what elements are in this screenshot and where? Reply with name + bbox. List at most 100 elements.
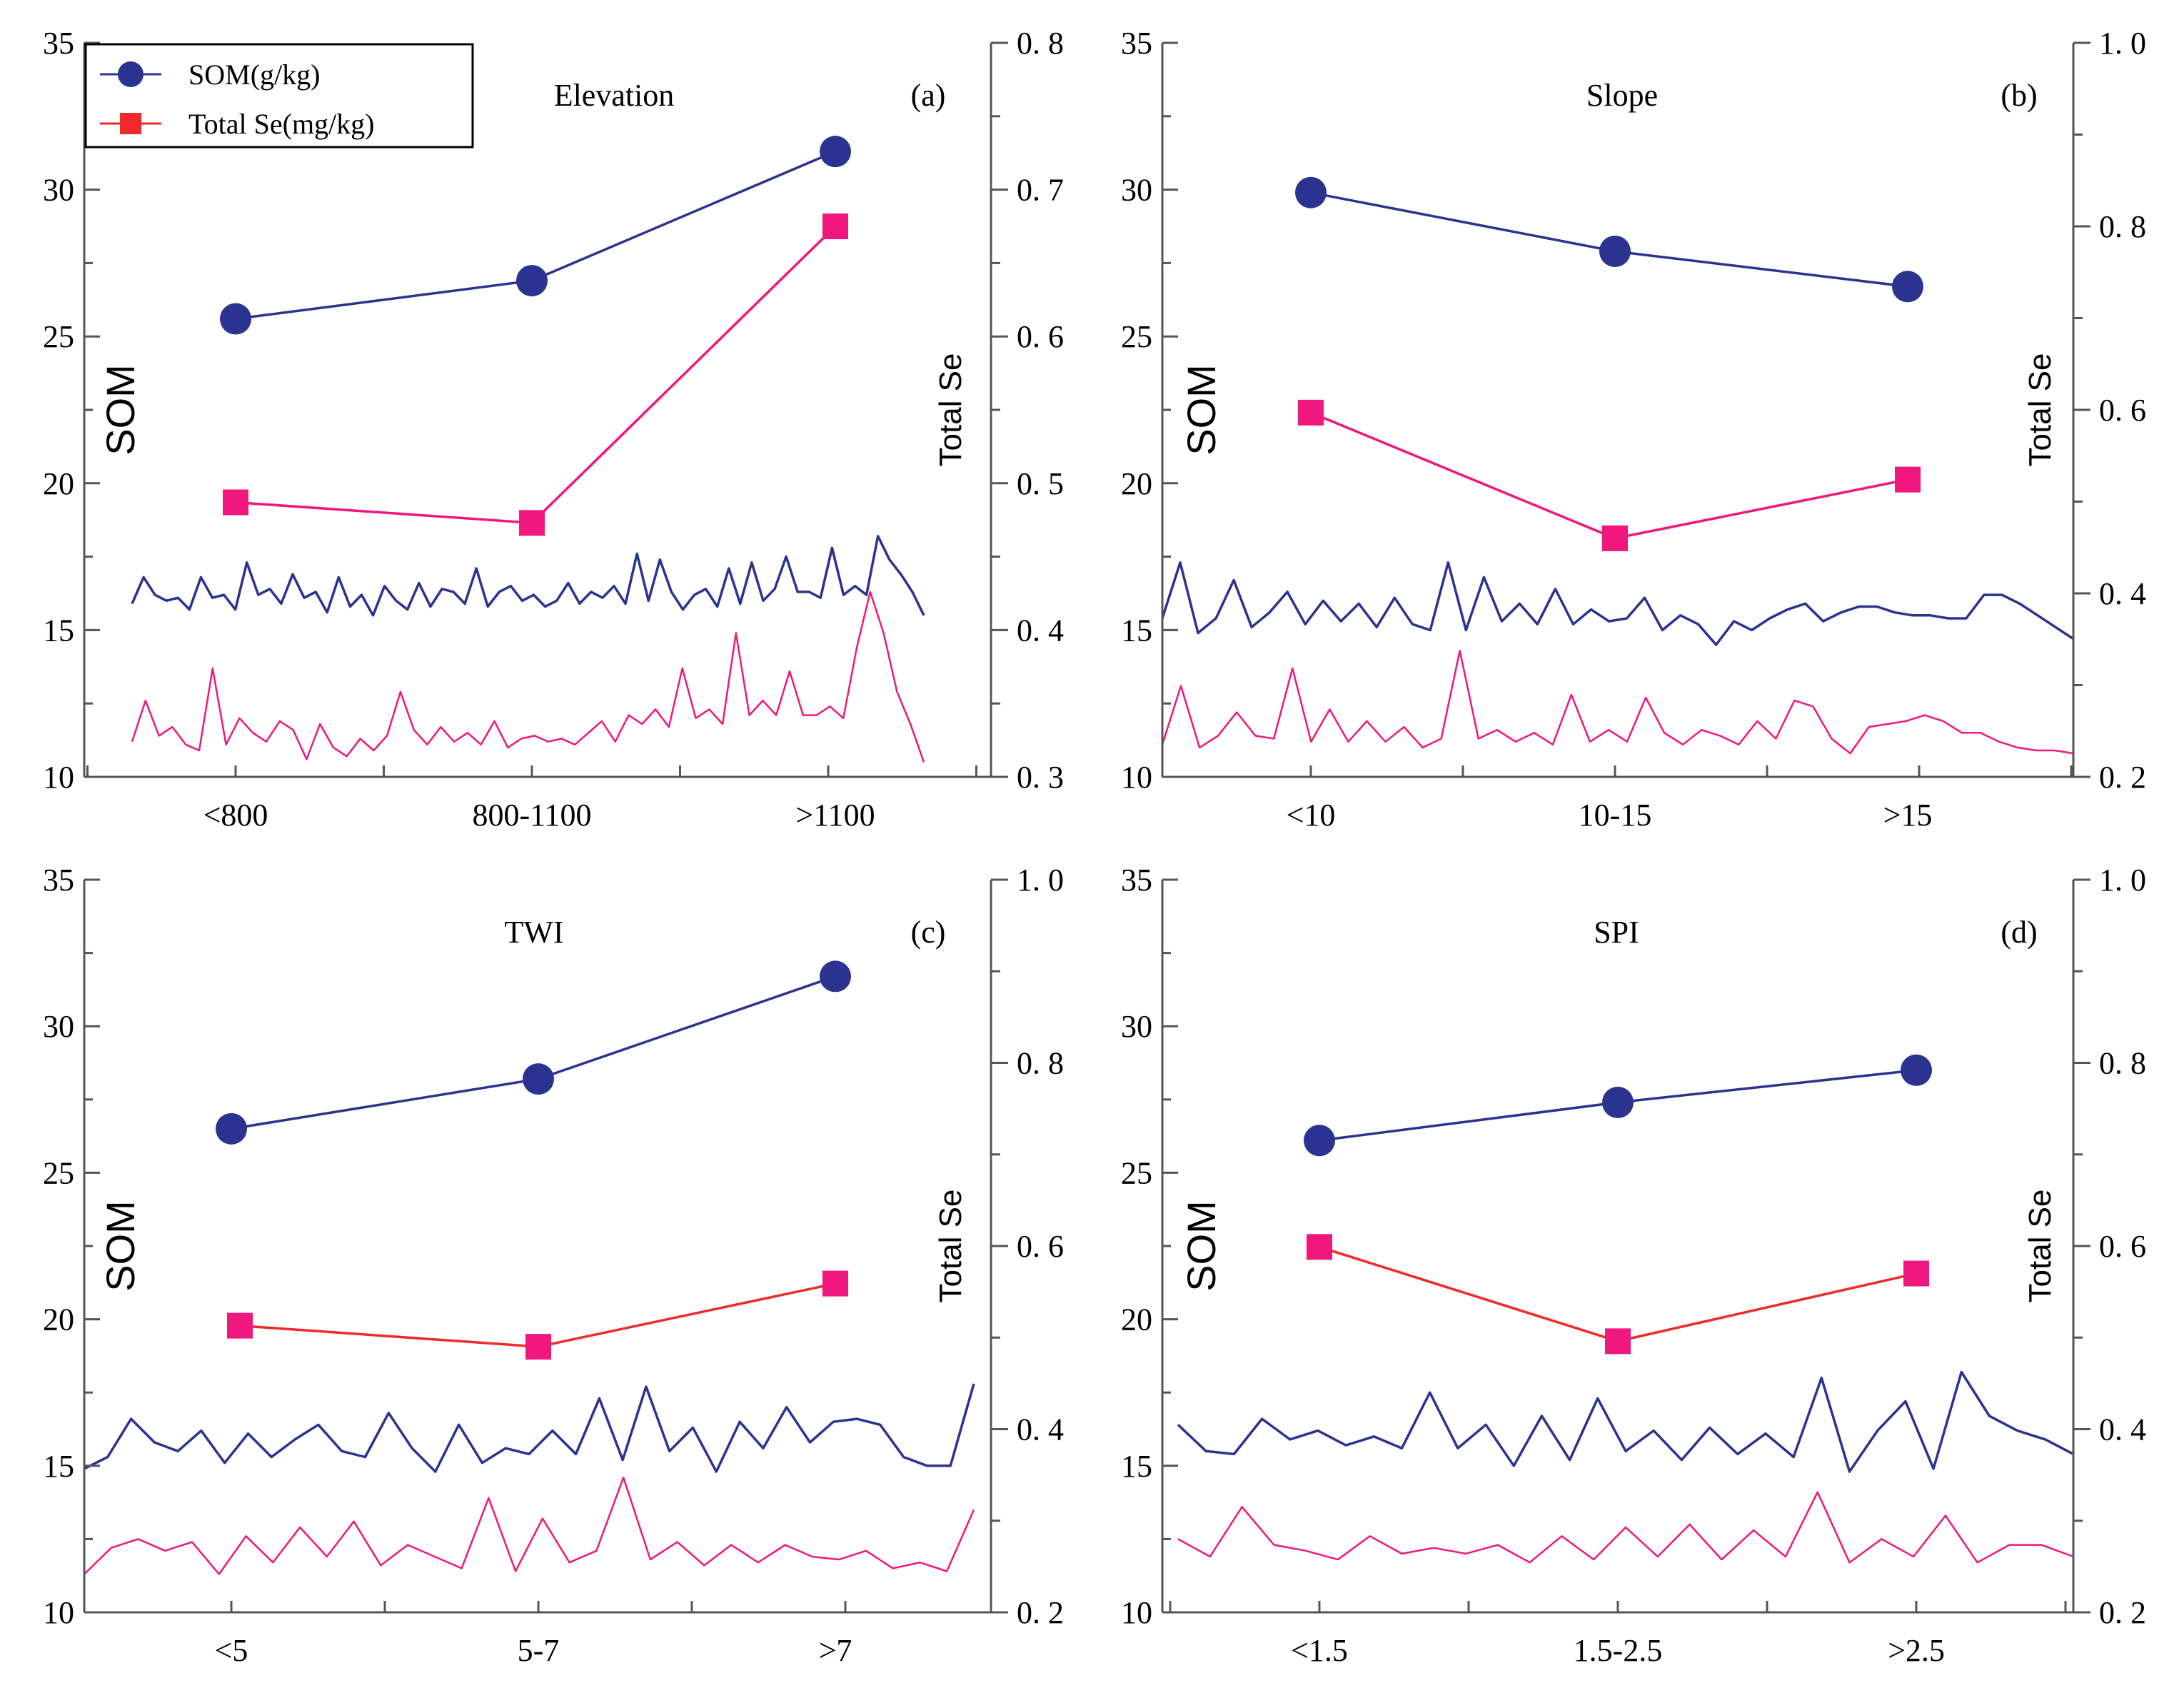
right-tick-label: 0. 8 bbox=[1017, 1046, 1064, 1081]
category-label: 5-7 bbox=[518, 1633, 560, 1668]
left-tick-label: 15 bbox=[43, 613, 74, 648]
category-label: <10 bbox=[1287, 798, 1336, 833]
se-point bbox=[1298, 399, 1324, 426]
left-tick-label: 30 bbox=[43, 1009, 74, 1044]
category-label: <1.5 bbox=[1291, 1633, 1348, 1668]
left-tick-label: 10 bbox=[1121, 1595, 1152, 1630]
left-tick-label: 25 bbox=[43, 1155, 74, 1190]
legend: SOM(g/kg) Total Se(mg/kg) bbox=[84, 43, 474, 149]
se-point bbox=[822, 1270, 848, 1297]
right-axis-title: Total Se bbox=[2023, 353, 2058, 467]
right-tick-label: 0. 8 bbox=[1017, 26, 1064, 61]
right-tick-label: 0. 6 bbox=[1017, 319, 1064, 354]
background-trace bbox=[1161, 649, 2074, 755]
panel-c: 10 15 20 25 30 35 0. 2 0. 4 0. 6 0. 8 1. 0 <5 5-7 >7 S… bbox=[43, 863, 1064, 1668]
right-tick-label: 0. 4 bbox=[2099, 576, 2146, 611]
se-point bbox=[525, 1334, 551, 1360]
left-tick-label: 35 bbox=[1121, 863, 1152, 898]
left-axis-title: SOM bbox=[1179, 1200, 1224, 1292]
left-tick-label: 25 bbox=[1121, 1155, 1152, 1190]
right-axis-title: Total Se bbox=[933, 353, 968, 467]
right-tick-label: 1. 0 bbox=[1017, 863, 1064, 898]
se-point bbox=[1605, 1328, 1631, 1355]
left-tick-label: 20 bbox=[1121, 1302, 1152, 1337]
background-trace bbox=[84, 1383, 975, 1473]
right-tick-label: 0. 8 bbox=[2099, 1046, 2146, 1081]
se-series-line bbox=[1319, 1245, 1917, 1343]
background-trace bbox=[84, 1476, 975, 1575]
left-tick-label: 35 bbox=[43, 863, 74, 898]
left-tick-label: 10 bbox=[1121, 760, 1152, 795]
left-tick-label: 30 bbox=[1121, 173, 1152, 208]
left-tick-label: 15 bbox=[43, 1449, 74, 1484]
background-trace bbox=[1177, 1370, 2074, 1473]
panel-label: (b) bbox=[2001, 78, 2037, 113]
left-axis-title: SOM bbox=[98, 1200, 143, 1292]
right-tick-label: 0. 3 bbox=[1017, 760, 1064, 795]
category-label: <800 bbox=[203, 798, 268, 833]
left-tick-label: 35 bbox=[1121, 26, 1152, 61]
category-label: 1.5-2.5 bbox=[1574, 1633, 1663, 1668]
right-tick-label: 1. 0 bbox=[2099, 26, 2146, 61]
left-tick-label: 25 bbox=[43, 319, 74, 354]
som-point bbox=[1901, 1054, 1932, 1086]
som-point bbox=[1602, 1086, 1634, 1118]
right-axis-title: Total Se bbox=[933, 1190, 968, 1303]
panel-label: (a) bbox=[911, 78, 946, 113]
panel-label: (d) bbox=[2001, 915, 2037, 950]
se-point bbox=[1895, 466, 1921, 493]
left-tick-label: 10 bbox=[43, 1595, 74, 1630]
left-tick-label: 20 bbox=[43, 466, 74, 501]
panel-title: Elevation bbox=[554, 78, 675, 113]
som-series-line bbox=[231, 975, 836, 1130]
left-tick-label: 30 bbox=[1121, 1009, 1152, 1044]
panel-b: 10 15 20 25 30 35 0. 2 0. 4 0. 6 0. 8 1. 0 <10 10-15… bbox=[1121, 26, 2146, 833]
panel-label: (c) bbox=[911, 915, 946, 950]
se-point bbox=[227, 1312, 253, 1339]
panel-d: 10 15 20 25 30 35 0. 2 0. 4 0. 6 0. 8 1. 0 <1.5 1.5-… bbox=[1121, 863, 2146, 1668]
se-point bbox=[822, 213, 848, 239]
som-point bbox=[820, 136, 851, 168]
right-tick-label: 0. 5 bbox=[1017, 466, 1064, 501]
category-label: >7 bbox=[819, 1633, 852, 1668]
left-axis-title: SOM bbox=[1179, 364, 1224, 456]
category-label: <5 bbox=[215, 1633, 248, 1668]
left-tick-label: 35 bbox=[43, 26, 74, 61]
right-tick-label: 0. 2 bbox=[2099, 760, 2146, 795]
legend-som-label: SOM(g/kg) bbox=[188, 59, 320, 91]
right-tick-label: 0. 7 bbox=[1017, 173, 1064, 208]
left-tick-label: 15 bbox=[1121, 1449, 1152, 1484]
right-tick-label: 0. 2 bbox=[1017, 1595, 1064, 1630]
background-trace bbox=[1161, 561, 2074, 646]
se-point bbox=[519, 510, 545, 536]
som-point bbox=[1599, 235, 1631, 267]
right-tick-label: 0. 6 bbox=[2099, 393, 2146, 428]
right-tick-label: 0. 2 bbox=[2099, 1595, 2146, 1630]
som-point bbox=[216, 1112, 247, 1145]
left-tick-label: 30 bbox=[43, 173, 74, 208]
category-label: >1100 bbox=[795, 798, 875, 833]
category-label: >2.5 bbox=[1888, 1633, 1945, 1668]
right-tick-label: 0. 4 bbox=[1017, 1412, 1064, 1447]
legend-se-marker bbox=[120, 113, 141, 134]
panel-title: SPI bbox=[1594, 915, 1639, 950]
right-tick-label: 0. 8 bbox=[2099, 209, 2146, 244]
right-axis-title: Total Se bbox=[2023, 1190, 2058, 1303]
se-point bbox=[1307, 1234, 1332, 1260]
legend-som-marker bbox=[118, 61, 144, 87]
se-point bbox=[223, 489, 248, 516]
category-label: 10-15 bbox=[1579, 798, 1652, 833]
legend-se-label: Total Se(mg/kg) bbox=[188, 108, 375, 140]
category-label: >15 bbox=[1883, 798, 1933, 833]
se-point bbox=[1903, 1260, 1929, 1287]
right-tick-label: 0. 4 bbox=[2099, 1412, 2146, 1447]
panel-title: Slope bbox=[1586, 78, 1658, 113]
right-tick-label: 0. 6 bbox=[2099, 1229, 2146, 1264]
background-trace bbox=[131, 591, 925, 763]
left-tick-label: 20 bbox=[1121, 466, 1152, 501]
som-point bbox=[523, 1063, 554, 1095]
panel-title: TWI bbox=[504, 915, 563, 950]
right-tick-label: 1. 0 bbox=[2099, 863, 2146, 898]
right-tick-label: 0. 4 bbox=[1017, 613, 1064, 648]
